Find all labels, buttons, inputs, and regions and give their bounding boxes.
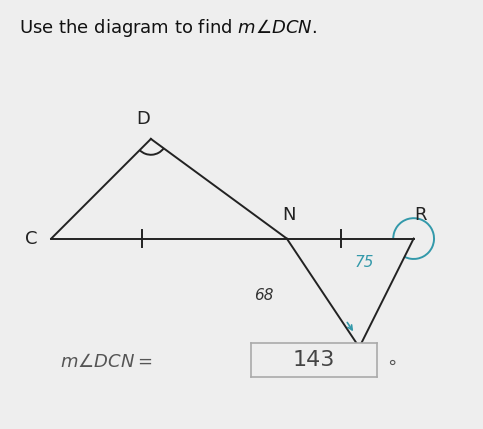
- Text: 68: 68: [254, 288, 273, 303]
- Text: D: D: [137, 110, 151, 128]
- Text: Use the diagram to find $m\angle DCN$.: Use the diagram to find $m\angle DCN$.: [19, 17, 317, 39]
- Text: R: R: [414, 206, 427, 224]
- Text: S: S: [355, 361, 367, 379]
- Text: $m\angle DCN=$: $m\angle DCN=$: [60, 353, 153, 371]
- Text: 75: 75: [355, 255, 374, 270]
- Text: C: C: [25, 230, 38, 248]
- Text: $\circ$: $\circ$: [386, 353, 397, 371]
- Text: N: N: [282, 206, 296, 224]
